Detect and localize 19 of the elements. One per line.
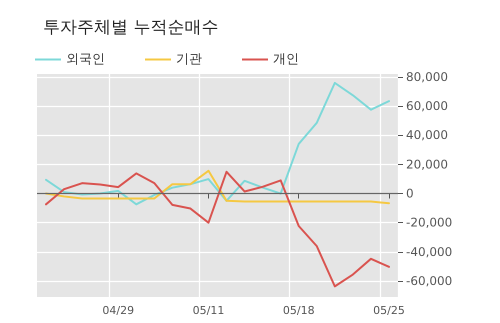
x-tick-label: 05/18 (282, 304, 315, 317)
y-tick-label: 80,000 (406, 70, 448, 84)
line-series (45, 82, 390, 206)
y-tick-label: -20,000 (406, 216, 452, 230)
line-series (45, 170, 390, 288)
legend-label: 개인 (273, 52, 299, 67)
x-tick-label: 05/11 (192, 304, 224, 317)
y-tick-label: -60,000 (406, 274, 452, 288)
chart-title: 투자주체별 누적순매수 (43, 18, 218, 38)
y-tick-label: 0 (406, 186, 414, 201)
legend-label: 기관 (176, 52, 202, 67)
x-tick-label: 05/25 (373, 304, 405, 317)
y-tick-label: 60,000 (406, 99, 448, 114)
x-tick-label: 04/29 (102, 304, 134, 317)
y-tick-label: 40,000 (406, 128, 448, 142)
y-tick-label: 20,000 (406, 157, 448, 172)
y-tick-label: -40,000 (406, 244, 452, 259)
legend-label: 외국인 (66, 52, 105, 67)
line-series (45, 170, 390, 204)
